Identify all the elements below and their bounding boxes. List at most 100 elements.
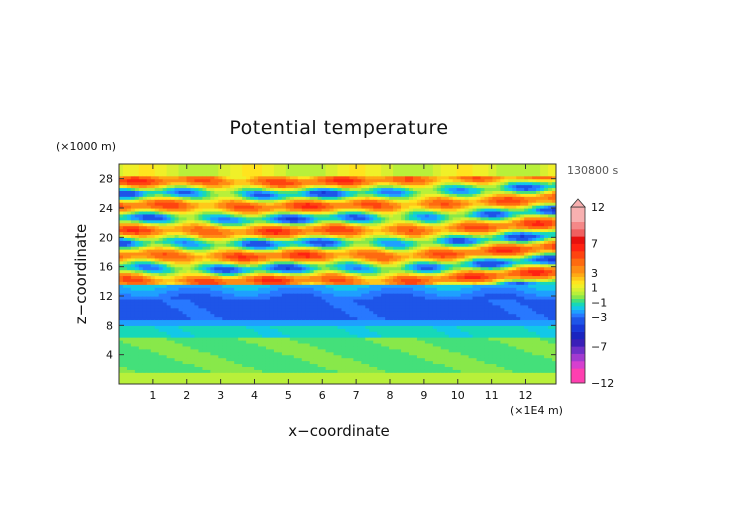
heatmap-cell bbox=[238, 210, 243, 215]
heatmap-cell bbox=[333, 284, 339, 288]
heatmap-cell bbox=[345, 228, 351, 233]
heatmap-cell bbox=[119, 287, 124, 291]
heatmap-cell bbox=[341, 266, 347, 271]
heatmap-cell bbox=[265, 175, 271, 180]
heatmap-cell bbox=[309, 298, 315, 303]
heatmap-cell bbox=[353, 228, 358, 233]
heatmap-cell bbox=[158, 178, 164, 183]
heatmap-cell bbox=[269, 219, 275, 224]
heatmap-cell bbox=[301, 205, 307, 209]
heatmap-cell bbox=[202, 199, 207, 203]
heatmap-cell bbox=[262, 246, 267, 250]
heatmap-cell bbox=[150, 208, 156, 212]
heatmap-cell bbox=[186, 307, 192, 312]
heatmap-cell bbox=[317, 378, 323, 382]
heatmap-cell bbox=[138, 246, 144, 250]
heatmap-cell bbox=[345, 172, 351, 177]
heatmap-cell bbox=[242, 319, 247, 323]
heatmap-cell bbox=[230, 290, 235, 294]
heatmap-cell bbox=[230, 222, 235, 227]
heatmap-cell bbox=[214, 331, 219, 335]
heatmap-cell bbox=[357, 345, 362, 350]
heatmap-cell bbox=[122, 216, 128, 221]
heatmap-cell bbox=[158, 313, 164, 318]
heatmap-cell bbox=[158, 260, 164, 265]
heatmap-cell bbox=[210, 310, 215, 315]
heatmap-cell bbox=[150, 272, 156, 277]
heatmap-cell bbox=[281, 381, 287, 384]
heatmap-cell bbox=[122, 322, 128, 326]
heatmap-cell bbox=[182, 228, 188, 233]
heatmap-cell bbox=[345, 301, 351, 306]
heatmap-cell bbox=[182, 213, 188, 218]
heatmap-cell bbox=[126, 307, 132, 312]
heatmap-cell bbox=[154, 351, 160, 356]
heatmap-cell bbox=[154, 231, 160, 235]
heatmap-cell bbox=[134, 222, 140, 227]
heatmap-cell bbox=[269, 257, 275, 262]
heatmap-cell bbox=[349, 199, 354, 203]
heatmap-cell bbox=[297, 228, 303, 233]
heatmap-cell bbox=[297, 202, 303, 206]
heatmap-cell bbox=[262, 208, 267, 212]
heatmap-cell bbox=[265, 237, 271, 241]
heatmap-cell bbox=[170, 337, 176, 341]
heatmap-cell bbox=[341, 287, 347, 291]
heatmap-cell bbox=[170, 249, 176, 253]
heatmap-cell bbox=[345, 351, 351, 356]
heatmap-cell bbox=[262, 363, 267, 367]
heatmap-cell bbox=[122, 290, 128, 294]
heatmap-cell bbox=[301, 257, 307, 262]
heatmap-cell bbox=[265, 193, 271, 197]
heatmap-cell bbox=[250, 237, 255, 241]
heatmap-cell bbox=[297, 331, 303, 335]
heatmap-cell bbox=[119, 205, 124, 209]
heatmap-cell bbox=[242, 345, 247, 350]
heatmap-cell bbox=[154, 345, 160, 350]
heatmap-cell bbox=[142, 208, 148, 212]
heatmap-cell bbox=[182, 196, 188, 200]
heatmap-cell bbox=[305, 296, 311, 300]
heatmap-cell bbox=[186, 340, 192, 344]
heatmap-cell bbox=[277, 169, 283, 174]
heatmap-cell bbox=[345, 246, 351, 250]
heatmap-cell bbox=[277, 213, 283, 218]
heatmap-cell bbox=[158, 184, 164, 189]
heatmap-cell bbox=[202, 340, 207, 344]
heatmap-cell bbox=[329, 205, 335, 209]
heatmap-cell bbox=[262, 301, 267, 306]
heatmap-cell bbox=[158, 193, 164, 197]
heatmap-cell bbox=[242, 269, 247, 274]
heatmap-cell bbox=[309, 254, 315, 259]
heatmap-cell bbox=[242, 260, 247, 265]
heatmap-cell bbox=[250, 360, 255, 365]
heatmap-cell bbox=[321, 290, 327, 294]
heatmap-cell bbox=[130, 375, 136, 379]
heatmap-cell bbox=[297, 287, 303, 291]
heatmap-cell bbox=[281, 164, 287, 168]
heatmap-cell bbox=[250, 304, 255, 309]
heatmap-cell bbox=[317, 219, 323, 224]
heatmap-cell bbox=[122, 293, 128, 297]
heatmap-cell bbox=[170, 219, 176, 224]
heatmap-cell bbox=[281, 284, 287, 288]
heatmap-cell bbox=[325, 260, 331, 265]
heatmap-cell bbox=[321, 375, 327, 379]
heatmap-cell bbox=[301, 319, 307, 323]
heatmap-cell bbox=[325, 208, 331, 212]
heatmap-cell bbox=[142, 222, 148, 227]
heatmap-cell bbox=[329, 187, 335, 191]
heatmap-cell bbox=[313, 290, 319, 294]
heatmap-cell bbox=[242, 249, 247, 253]
heatmap-cell bbox=[126, 240, 132, 244]
heatmap-cell bbox=[321, 213, 327, 218]
heatmap-cell bbox=[234, 205, 239, 209]
heatmap-cell bbox=[254, 337, 259, 341]
heatmap-cell bbox=[250, 199, 255, 203]
heatmap-cell bbox=[345, 372, 351, 376]
heatmap-cell bbox=[325, 354, 331, 359]
heatmap-cell bbox=[119, 243, 124, 247]
heatmap-cell bbox=[150, 275, 156, 279]
heatmap-cell bbox=[222, 307, 227, 312]
heatmap-cell bbox=[277, 342, 283, 347]
